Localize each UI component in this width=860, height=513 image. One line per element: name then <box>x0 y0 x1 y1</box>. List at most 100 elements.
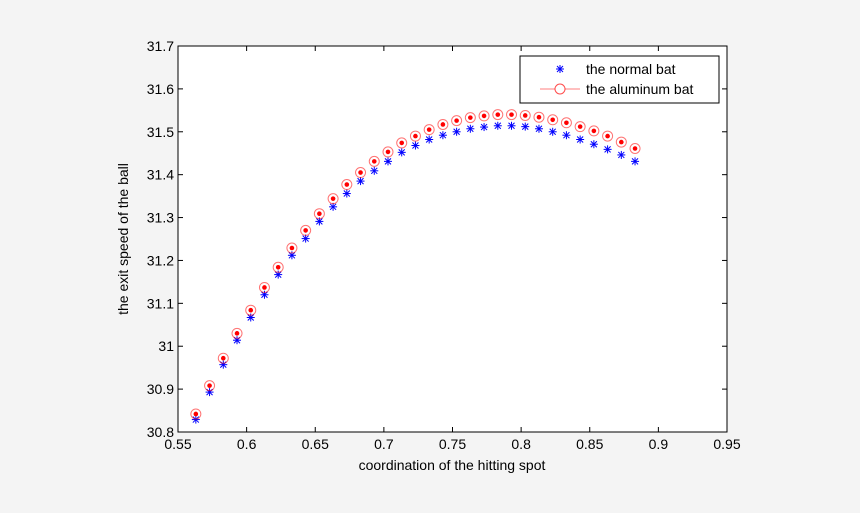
data-point-normal-bat <box>438 131 447 140</box>
series-normal-bat <box>191 121 640 424</box>
circle-marker-dot <box>440 122 446 127</box>
data-point-aluminum-bat <box>602 130 614 142</box>
y-tick-label: 31.2 <box>147 252 174 268</box>
circle-marker-ring <box>451 115 463 127</box>
star-stroke <box>398 149 406 156</box>
data-point-aluminum-bat <box>245 304 257 316</box>
data-point-aluminum-bat <box>437 118 449 130</box>
star-stroke <box>329 203 337 211</box>
legend-marker-normal-bat <box>556 65 564 73</box>
y-tick-label: 30.8 <box>147 424 174 440</box>
data-point-aluminum-bat <box>382 146 394 158</box>
data-point-aluminum-bat <box>478 110 490 122</box>
data-point-aluminum-bat <box>409 130 421 142</box>
legend-label-normal-bat: the normal bat <box>586 61 676 77</box>
star-stroke <box>466 125 474 133</box>
circle-marker-ring <box>560 117 572 129</box>
data-point-aluminum-bat <box>300 224 312 236</box>
circle-marker-ring <box>327 193 339 205</box>
star-stroke <box>590 140 598 148</box>
circle-marker-dot <box>207 383 212 388</box>
x-tick-label: 0.65 <box>302 436 329 452</box>
circle-marker-ring <box>382 146 394 158</box>
data-point-normal-bat <box>425 135 434 144</box>
circle-marker-ring <box>190 408 202 420</box>
series-aluminum-bat <box>190 109 641 420</box>
star-stroke <box>357 177 364 185</box>
star-stroke <box>439 131 447 139</box>
circle-marker-ring <box>368 155 380 167</box>
data-point-normal-bat <box>534 124 543 133</box>
star-stroke <box>288 251 296 259</box>
star-stroke <box>370 167 378 175</box>
data-point-aluminum-bat <box>451 115 463 127</box>
y-axis-label: the exit speed of the ball <box>115 163 131 315</box>
circle-marker-ring <box>519 109 531 121</box>
data-point-normal-bat <box>411 141 420 150</box>
star-stroke <box>274 271 282 278</box>
legend-symbol-aluminum-bat <box>540 83 580 95</box>
data-point-normal-bat <box>507 121 516 130</box>
star-stroke <box>535 125 543 133</box>
data-point-aluminum-bat <box>464 112 476 124</box>
data-point-aluminum-bat <box>629 143 641 155</box>
circle-marker-dot <box>330 196 336 201</box>
circle-marker-dot <box>577 124 583 129</box>
data-point-normal-bat <box>315 217 324 226</box>
data-point-aluminum-bat <box>231 327 243 339</box>
circle-marker-dot <box>317 211 322 216</box>
x-axis-label: coordination of the hitting spot <box>359 457 546 473</box>
data-point-aluminum-bat <box>519 109 531 121</box>
circle-marker-dot <box>632 146 638 151</box>
circle-marker-ring <box>396 137 408 149</box>
circle-marker-dot <box>522 113 528 118</box>
data-point-normal-bat <box>383 157 392 166</box>
data-point-aluminum-bat <box>574 121 586 133</box>
data-point-aluminum-bat <box>355 167 367 179</box>
data-point-aluminum-bat <box>492 109 504 121</box>
circle-marker-dot <box>605 133 610 139</box>
data-point-normal-bat <box>466 124 475 133</box>
circle-marker-dot <box>468 115 473 120</box>
star-stroke <box>343 190 351 197</box>
circle-marker-dot <box>413 133 418 139</box>
data-point-normal-bat <box>397 148 406 157</box>
data-point-aluminum-bat <box>396 137 408 149</box>
star-stroke <box>480 123 488 131</box>
circle-marker-dot <box>234 331 240 336</box>
data-point-normal-bat <box>617 150 626 159</box>
legend-label-aluminum-bat: the aluminum bat <box>586 81 694 97</box>
circle-marker-ring <box>341 179 353 191</box>
star-stroke <box>247 314 255 321</box>
y-tick-label: 31.3 <box>147 210 174 226</box>
star-stroke <box>425 136 433 143</box>
circle-marker-dot <box>371 159 377 164</box>
data-point-aluminum-bat <box>423 124 435 136</box>
star-stroke <box>302 235 309 242</box>
star-stroke <box>453 128 460 136</box>
circle-marker-ring <box>437 118 449 130</box>
circle-marker-ring <box>245 304 257 316</box>
y-tick-label: 31.1 <box>147 295 174 311</box>
circle-marker-ring <box>615 136 627 148</box>
data-point-normal-bat <box>480 123 489 132</box>
data-point-normal-bat <box>589 140 598 149</box>
circle-marker-dot <box>619 139 624 145</box>
circle-marker-ring <box>300 224 312 236</box>
circle-marker-dot <box>275 265 281 270</box>
data-point-normal-bat <box>521 122 530 131</box>
circle-marker-ring <box>574 121 586 133</box>
x-tick-label: 0.95 <box>713 436 740 452</box>
y-tick-label: 30.9 <box>147 381 174 397</box>
data-point-aluminum-bat <box>204 380 216 392</box>
circle-marker-ring <box>478 110 490 122</box>
circle-marker-dot <box>193 411 199 417</box>
data-point-normal-bat <box>342 189 351 198</box>
star-stroke <box>494 122 502 130</box>
circle-marker-dot <box>262 285 267 290</box>
data-point-normal-bat <box>631 157 640 166</box>
data-point-aluminum-bat <box>615 136 627 148</box>
circle-marker-dot <box>344 182 350 187</box>
